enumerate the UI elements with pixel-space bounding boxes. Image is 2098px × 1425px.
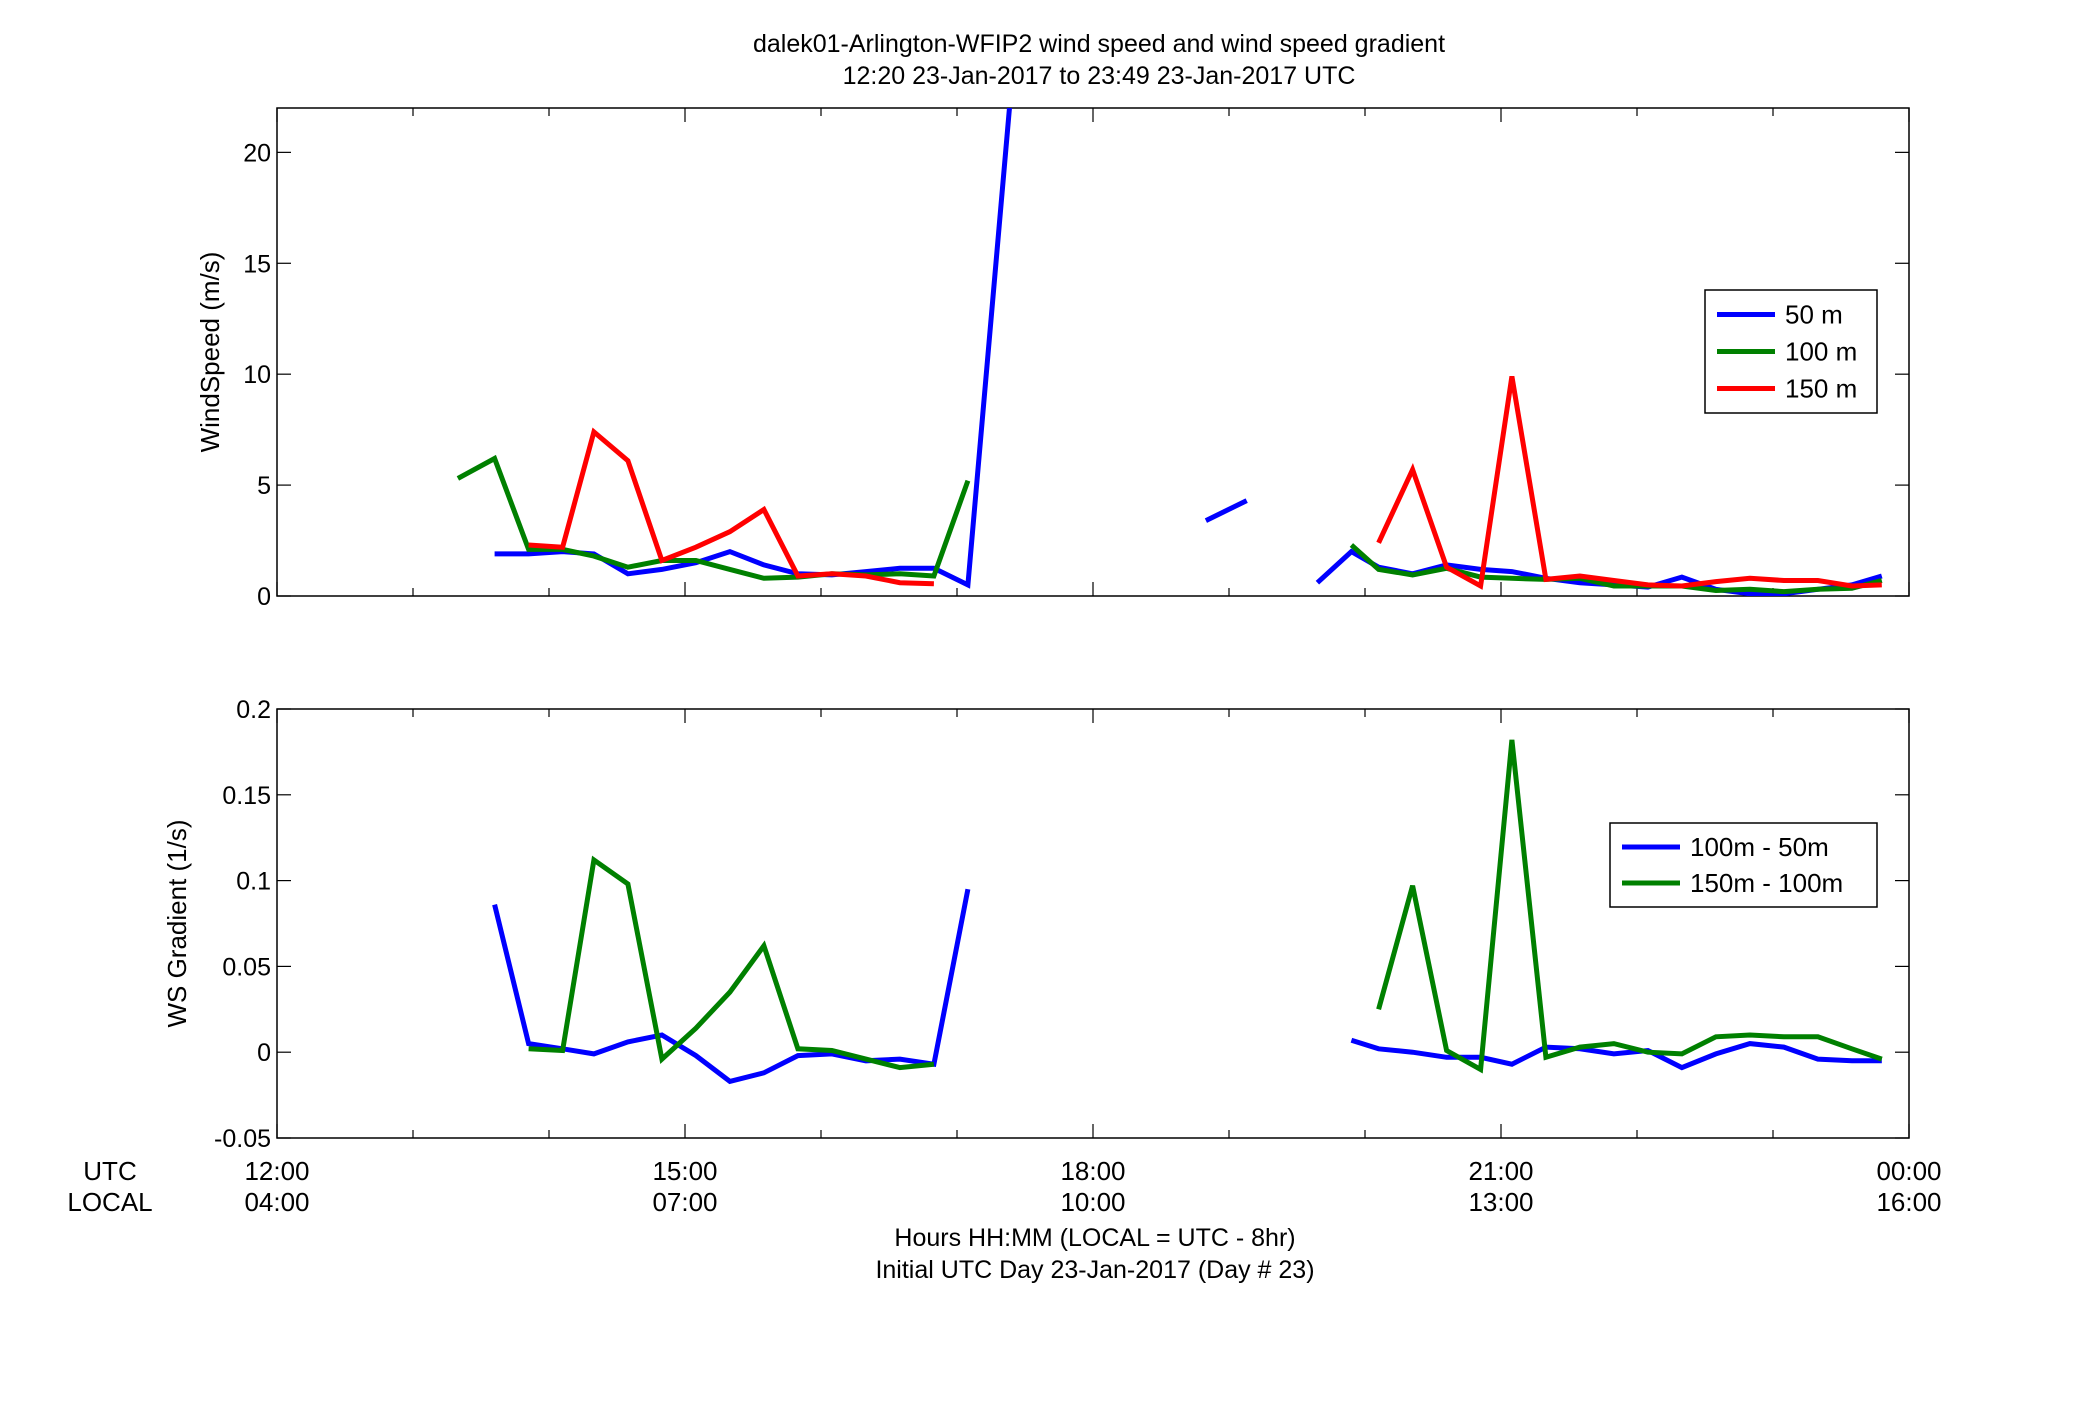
legend-label: 150m - 100m bbox=[1690, 868, 1843, 898]
y-tick-label: 5 bbox=[257, 472, 271, 500]
series-line-100m-50m-seg-2 bbox=[1350, 1037, 1882, 1071]
y-tick-label: -0.05 bbox=[214, 1125, 271, 1153]
y-tick-label: 20 bbox=[243, 139, 271, 167]
x-tick-label-local: 13:00 bbox=[1468, 1187, 1533, 1217]
y-tick-label: 0 bbox=[257, 1039, 271, 1067]
y-axis-label: WindSpeed (m/s) bbox=[195, 252, 225, 453]
x-tick-label-local: 04:00 bbox=[244, 1187, 309, 1217]
x-tick-label-local: 16:00 bbox=[1876, 1187, 1941, 1217]
panel-2: -0.05 0 0.05 0.1 0.15 0.2 WS Gradient (1/s) 100… bbox=[162, 696, 1910, 1153]
x-tick-label-utc: 12:00 bbox=[244, 1156, 309, 1186]
series-line-150m-seg-1 bbox=[528, 427, 934, 587]
legend-box bbox=[1609, 822, 1878, 908]
legend: 100m - 50m 150m - 100m bbox=[1609, 822, 1878, 908]
legend-label: 100m - 50m bbox=[1690, 832, 1829, 862]
series-line-50m-seg-2 bbox=[1204, 498, 1248, 523]
y-tick-label: 0 bbox=[257, 583, 271, 611]
y-axis-label: WS Gradient (1/s) bbox=[162, 819, 192, 1027]
local-row-label: LOCAL bbox=[67, 1187, 152, 1217]
utc-row-label: UTC bbox=[83, 1156, 136, 1186]
legend-label: 100 m bbox=[1785, 337, 1857, 367]
series-line-150m-100m-seg-1 bbox=[528, 855, 935, 1071]
y-tick-label: 0.05 bbox=[222, 953, 271, 981]
legend-label: 50 m bbox=[1785, 300, 1843, 330]
x-tick-label-utc: 15:00 bbox=[652, 1156, 717, 1186]
x-tick-label-local: 10:00 bbox=[1060, 1187, 1125, 1217]
series-line-100m-seg-2 bbox=[1349, 543, 1883, 595]
series-line-100m-seg-1 bbox=[456, 454, 971, 581]
y-tick-label: 15 bbox=[243, 250, 271, 278]
y-tick-label: 0.2 bbox=[236, 696, 271, 724]
legend: 50 m 100 m 150 m bbox=[1704, 289, 1878, 414]
x-axis-label-line2: Initial UTC Day 23-Jan-2017 (Day # 23) bbox=[875, 1256, 1314, 1284]
x-tick-label-utc: 00:00 bbox=[1876, 1156, 1941, 1186]
x-tick-label-utc: 18:00 bbox=[1060, 1156, 1125, 1186]
x-axis-label-line1: Hours HH:MM (LOCAL = UTC - 8hr) bbox=[894, 1224, 1295, 1252]
legend-label: 150 m bbox=[1785, 374, 1857, 404]
chart-title-line2: 12:20 23-Jan-2017 to 23:49 23-Jan-2017 U… bbox=[843, 62, 1356, 90]
y-tick-label: 0.1 bbox=[236, 868, 271, 896]
x-tick-label-utc: 21:00 bbox=[1468, 1156, 1533, 1186]
series-line-150m-100m-seg-2 bbox=[1376, 739, 1883, 1074]
chart-title-line1: dalek01-Arlington-WFIP2 wind speed and w… bbox=[753, 30, 1445, 58]
y-tick-label: 10 bbox=[243, 361, 271, 389]
series-line-150m-seg-2 bbox=[1376, 375, 1882, 590]
x-tick-label-local: 07:00 bbox=[652, 1187, 717, 1217]
panel-1: 0 5 10 15 20 WindSpeed (m/s) 50 m 100 m 150 m bbox=[195, 107, 1910, 611]
y-tick-label: 0.15 bbox=[222, 782, 271, 810]
series-line-100m-50m-seg-1 bbox=[492, 888, 971, 1085]
